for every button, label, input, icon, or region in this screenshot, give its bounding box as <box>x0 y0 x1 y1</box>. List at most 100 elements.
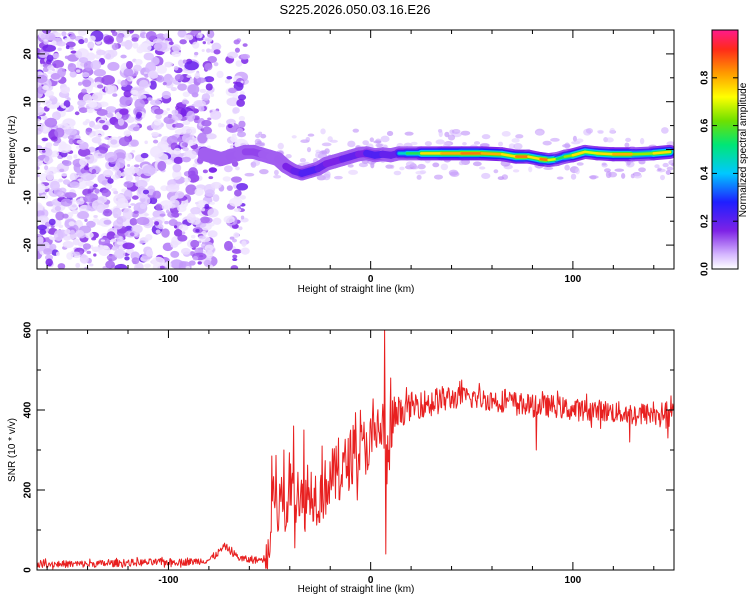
spectrogram-noise-blob <box>91 92 103 102</box>
spectrogram-noise-blob <box>120 79 128 88</box>
spectrogram-haze-blob <box>481 172 491 180</box>
spectrogram-ytick-label: -20 <box>23 237 34 252</box>
spectrogram-noise-blob <box>233 81 238 85</box>
spectrogram-noise-blob <box>186 110 196 122</box>
spectrogram-haze-blob <box>415 170 426 175</box>
spectrogram-noise-blob <box>201 126 213 135</box>
spectrogram-noise-blob <box>61 173 68 177</box>
spectrogram-noise-blob <box>190 217 201 225</box>
spectrogram-noise-blob <box>48 95 56 99</box>
spectrogram-noise-blob <box>238 115 245 122</box>
spectrogram-noise-blob <box>240 247 250 255</box>
spectrogram-noise-blob <box>51 40 57 46</box>
spectrogram-noise-blob <box>197 261 202 265</box>
spectrogram-noise-blob <box>209 201 216 205</box>
spectrogram-noise-blob <box>188 139 194 147</box>
spectrogram-haze-blob <box>404 131 414 136</box>
spectrogram-noise-blob <box>89 35 96 42</box>
spectrogram-noise-blob <box>84 218 88 222</box>
spectrogram-noise-blob <box>57 67 66 78</box>
spectrogram-noise-blob <box>73 154 78 159</box>
spectrogram-noise-blob <box>192 163 198 168</box>
spectrogram-noise-blob <box>69 34 76 40</box>
spectrogram-noise-blob <box>198 106 205 112</box>
spectrogram-noise-blob <box>223 240 233 251</box>
spectrogram-noise-blob <box>112 219 124 230</box>
snr-ytick-label: 200 <box>23 481 34 498</box>
spectrogram-noise-blob <box>37 47 41 54</box>
spectrogram-noise-blob <box>122 208 133 220</box>
spectrogram-noise-blob <box>59 168 65 173</box>
spectrogram-noise-blob <box>177 59 184 67</box>
spectrogram-noise-blob <box>93 130 105 138</box>
spectrogram-noise-blob <box>205 83 213 91</box>
spectrogram-noise-blob <box>172 169 182 180</box>
spectrogram-noise-blob <box>170 87 177 92</box>
spectrogram-noise-blob <box>204 63 213 71</box>
spectrogram-noise-blob <box>37 74 48 84</box>
spectrogram-noise-blob <box>101 189 111 198</box>
spectrogram-noise-blob <box>124 153 133 162</box>
spectrogram-noise-blob <box>177 234 188 242</box>
spectrogram-noise-blob <box>49 243 57 251</box>
spectrogram-noise-blob <box>113 190 119 195</box>
spectrogram-noise-blob <box>177 204 187 213</box>
spectrogram-noise-blob <box>45 258 53 267</box>
colorbar-tick-label: 0.2 <box>700 214 711 228</box>
spectrogram-noise-blob <box>155 113 162 120</box>
spectrogram-noise-blob <box>174 128 187 135</box>
spectrogram-haze-blob <box>605 137 614 143</box>
spectrogram-noise-blob <box>206 145 211 149</box>
spectrogram-ridge-segment <box>500 153 518 158</box>
spectrogram-noise-blob <box>46 171 54 181</box>
spectrogram-noise-blob <box>210 110 222 120</box>
spectrogram-noise-blob <box>37 166 40 170</box>
spectrogram-haze-blob <box>380 135 390 143</box>
spectrogram-noise-blob <box>62 213 69 219</box>
spectrogram-noise-blob <box>38 173 48 182</box>
spectrogram-noise-blob <box>207 56 218 63</box>
spectrogram-noise-blob <box>81 72 90 78</box>
colorbar-ticks: 0.0 0.2 0.4 0.6 0.8 <box>700 70 738 276</box>
spectrogram-haze-blob <box>550 137 560 142</box>
spectrogram-noise-blob <box>75 50 83 59</box>
spectrogram-haze-blob <box>448 169 459 176</box>
spectrogram-noise-blob <box>242 43 248 47</box>
spectrogram-haze-blob <box>307 133 315 137</box>
spectrogram-noise-blob <box>57 47 62 51</box>
spectrogram-noise-blob <box>37 241 47 252</box>
spectrogram-noise-blob <box>168 41 174 46</box>
spectrogram-noise-blob <box>193 99 206 108</box>
spectrogram-noise-blob <box>130 90 139 95</box>
spectrogram-noise-blob <box>231 133 237 137</box>
spectrogram-haze-blob <box>260 133 267 139</box>
spectrogram-noise-blob <box>207 117 212 121</box>
spectrogram-noise-blob <box>171 211 180 218</box>
spectrogram-haze-blob <box>324 170 331 178</box>
spectrogram-noise-blob <box>235 60 243 67</box>
spectrogram-haze-blob <box>575 138 584 143</box>
spectrogram-noise-blob <box>97 244 104 250</box>
spectrogram-haze-blob <box>255 133 261 138</box>
spectrogram-haze-blob <box>462 142 467 146</box>
spectrogram-noise-blob <box>87 41 95 49</box>
spectrogram-haze-blob <box>285 153 292 159</box>
spectrogram-noise-blob <box>58 155 63 159</box>
spectrogram-noise-blob <box>68 221 75 227</box>
spectrogram-noise-blob <box>151 256 165 267</box>
spectrogram-haze-blob <box>671 162 674 167</box>
spectrogram-noise-blob <box>185 184 197 195</box>
spectrogram-noise-blob <box>156 75 165 83</box>
spectrogram-noise-blob <box>69 70 77 78</box>
spectrogram-noise-blob <box>133 232 139 237</box>
spectrogram-ridge-segment <box>563 153 575 158</box>
spectrogram-noise-blob <box>82 93 93 104</box>
spectrogram-haze-blob <box>528 166 533 173</box>
spectrogram-ytick-label: 0 <box>23 146 34 152</box>
spectrogram-noise-blob <box>150 56 160 66</box>
spectrogram-noise-blob <box>134 98 145 110</box>
spectrogram-noise-blob <box>106 254 118 262</box>
spectrogram-noise-blob <box>76 69 81 73</box>
spectrogram-noise-blob <box>80 172 94 182</box>
